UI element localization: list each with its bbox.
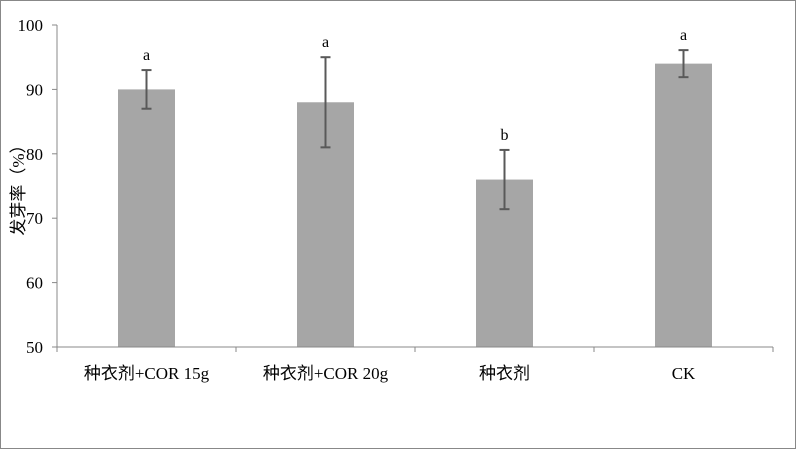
y-tick-label: 50 <box>26 338 43 357</box>
y-tick-label: 60 <box>26 274 43 293</box>
x-tick-label: 种衣剂+COR 15g <box>84 364 210 383</box>
y-tick-label: 100 <box>18 16 44 35</box>
x-tick-label: 种衣剂 <box>479 364 530 383</box>
y-tick-label: 90 <box>26 80 43 99</box>
y-tick-label: 70 <box>26 209 43 228</box>
y-tick-label: 80 <box>26 145 43 164</box>
significance-label: a <box>322 34 329 51</box>
bar <box>118 89 175 348</box>
x-tick-label: 种衣剂+COR 20g <box>263 364 389 383</box>
y-axis-label: 发芽率（%） <box>9 136 28 235</box>
bar <box>655 63 712 347</box>
significance-label: a <box>143 47 150 64</box>
significance-label: b <box>501 127 509 144</box>
significance-label: a <box>680 27 687 44</box>
x-tick-label: CK <box>672 364 696 383</box>
